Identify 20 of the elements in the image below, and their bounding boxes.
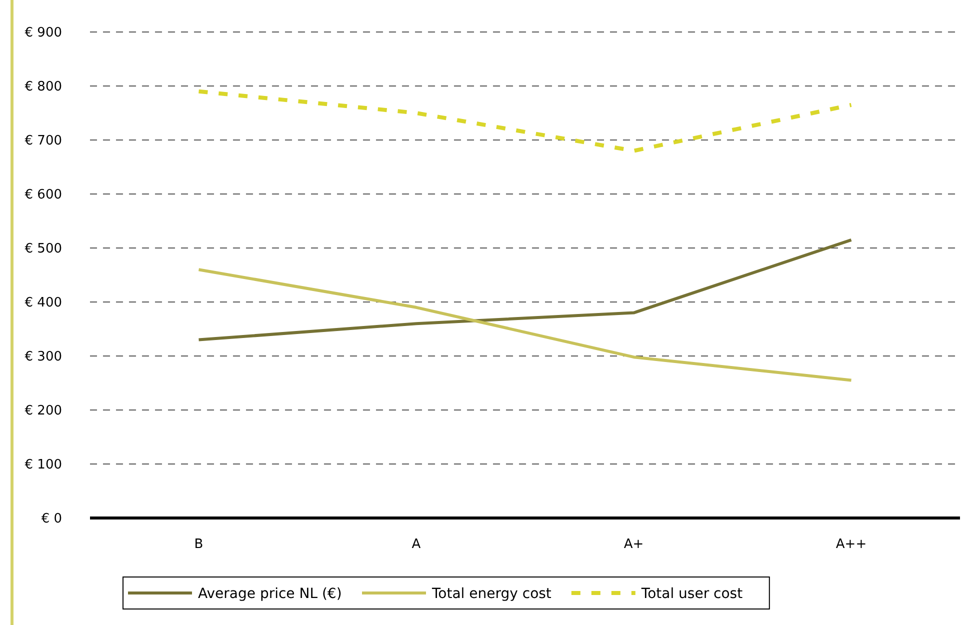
x-tick-label: A++ xyxy=(836,537,867,552)
y-tick-label: € 800 xyxy=(24,80,62,95)
line-series xyxy=(197,268,853,382)
x-tick-label: B xyxy=(194,537,204,552)
y-tick-label: € 900 xyxy=(24,26,62,41)
x-tick-label: A+ xyxy=(624,537,644,552)
y-tick-label: € 300 xyxy=(24,350,62,365)
y-tick-label: € 100 xyxy=(24,458,62,473)
y-tick-label: € 400 xyxy=(24,296,62,311)
legend-label: Average price NL (€) xyxy=(198,586,342,602)
y-tick-label: € 0 xyxy=(41,512,62,527)
line-series xyxy=(196,89,854,153)
legend-label: Total energy cost xyxy=(431,586,552,602)
y-tick-label: € 200 xyxy=(24,404,62,419)
x-tick-label: A xyxy=(412,537,421,552)
y-tick-label: € 700 xyxy=(24,134,62,149)
y-tick-label: € 600 xyxy=(24,188,62,203)
line-series xyxy=(197,238,853,342)
legend-label: Total user cost xyxy=(640,586,744,602)
y-tick-label: € 500 xyxy=(24,242,62,257)
